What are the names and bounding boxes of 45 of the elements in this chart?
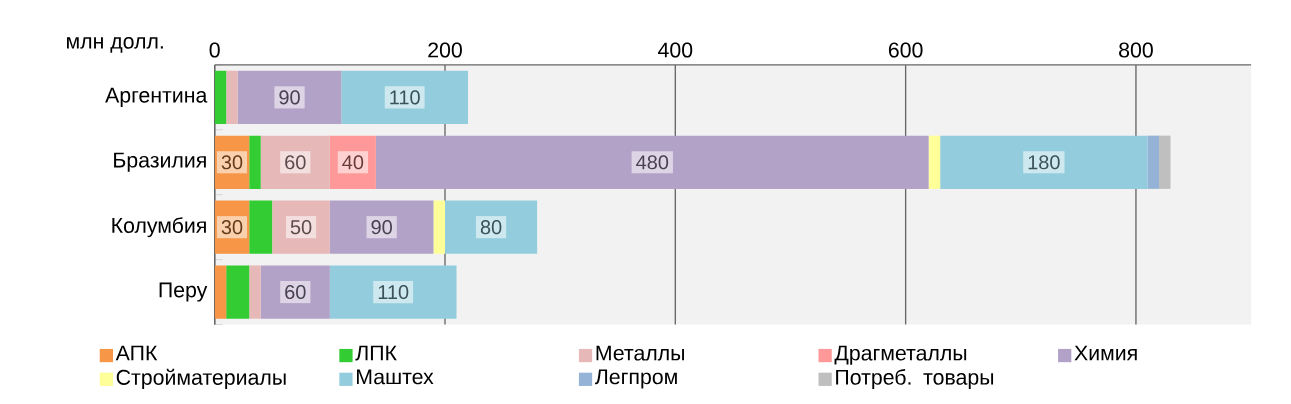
legend-label: Химия xyxy=(1074,345,1137,361)
legend-label: ЛПК xyxy=(355,345,397,361)
data-label: 30 xyxy=(221,155,243,170)
legend-label: Потреб. товары xyxy=(836,368,994,389)
bar xyxy=(249,135,261,189)
data-label: 110 xyxy=(390,90,420,105)
data-label: 50 xyxy=(290,219,312,235)
bar xyxy=(214,265,227,319)
bar xyxy=(1147,135,1159,189)
legend-label: Легпром xyxy=(595,369,677,389)
bar xyxy=(375,135,929,189)
legend-label: Маштех xyxy=(357,369,434,385)
y-tick-label: Бразилия xyxy=(114,152,206,172)
x-tick-label: 600 xyxy=(888,42,923,58)
data-label: 60 xyxy=(285,284,306,299)
bar xyxy=(433,200,445,254)
x-tick-label: 800 xyxy=(1119,42,1153,58)
legend-label: АПК xyxy=(115,345,158,361)
data-label: 90 xyxy=(279,90,300,105)
y-tick-label: Аргентина xyxy=(105,87,208,107)
data-label: 60 xyxy=(285,155,306,170)
x-tick-label: 400 xyxy=(658,42,693,58)
x-tick-label: 200 xyxy=(428,42,462,58)
legend-label: Стройматериалы xyxy=(116,368,286,389)
bar xyxy=(249,265,261,319)
data-label: 30 xyxy=(221,219,243,235)
legend-label: Драгметаллы xyxy=(834,345,967,365)
data-label: 180 xyxy=(1028,155,1060,170)
bar xyxy=(214,70,227,124)
data-label: 480 xyxy=(636,155,669,170)
bar xyxy=(928,135,941,189)
bar xyxy=(940,135,1148,189)
y-tick-label: Перу xyxy=(159,282,208,302)
x-axis-title: млн долл. xyxy=(67,36,163,53)
x-tick-label: 0 xyxy=(209,42,220,58)
bar xyxy=(226,70,238,124)
data-label: 90 xyxy=(371,219,392,235)
bar xyxy=(1158,135,1171,189)
bar xyxy=(226,265,250,319)
y-tick-label: Колумбия xyxy=(112,216,206,237)
data-label: 40 xyxy=(342,155,364,170)
data-label: 80 xyxy=(480,219,502,235)
legend-label: Металлы xyxy=(596,345,684,361)
bar xyxy=(249,200,273,254)
data-label: 110 xyxy=(378,284,409,299)
